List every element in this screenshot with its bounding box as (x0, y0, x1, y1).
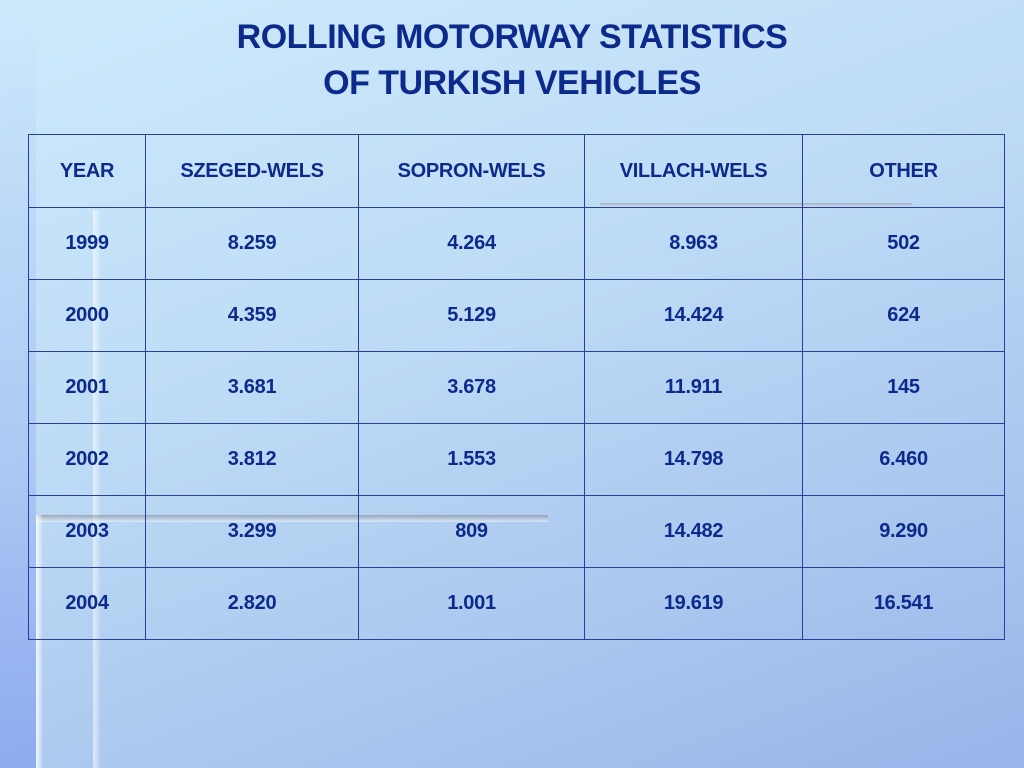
table-row: 2000 4.359 5.129 14.424 624 (28, 279, 1005, 352)
cell-szeged-wels: 2.820 (145, 567, 359, 640)
cell-sopron-wels: 3.678 (358, 351, 585, 424)
cell-sopron-wels: 4.264 (358, 207, 585, 280)
cell-szeged-wels: 8.259 (145, 207, 359, 280)
slide-title: ROLLING MOTORWAY STATISTICS OF TURKISH V… (0, 14, 1024, 106)
cell-sopron-wels: 5.129 (358, 279, 585, 352)
header-other: OTHER (802, 134, 1005, 208)
slide-title-line-2: OF TURKISH VEHICLES (323, 64, 701, 102)
cell-szeged-wels: 3.812 (145, 423, 359, 496)
cell-sopron-wels: 1.001 (358, 567, 585, 640)
header-year: YEAR (28, 134, 146, 208)
cell-villach-wels: 8.963 (584, 207, 803, 280)
cell-sopron-wels: 809 (358, 495, 585, 568)
cell-other: 16.541 (802, 567, 1005, 640)
slide-title-line-1: ROLLING MOTORWAY STATISTICS (236, 18, 788, 56)
cell-other: 145 (802, 351, 1005, 424)
table-row: 2002 3.812 1.553 14.798 6.460 (28, 423, 1005, 496)
cell-other: 6.460 (802, 423, 1005, 496)
cell-villach-wels: 19.619 (584, 567, 803, 640)
cell-villach-wels: 14.424 (584, 279, 803, 352)
cell-year: 2000 (28, 279, 146, 352)
header-szeged-wels: SZEGED-WELS (145, 134, 359, 208)
cell-year: 2002 (28, 423, 146, 496)
cell-villach-wels: 11.911 (584, 351, 803, 424)
statistics-table: YEAR SZEGED-WELS SOPRON-WELS VILLACH-WEL… (28, 134, 1005, 640)
cell-year: 2001 (28, 351, 146, 424)
cell-year: 1999 (28, 207, 146, 280)
cell-other: 502 (802, 207, 1005, 280)
cell-villach-wels: 14.798 (584, 423, 803, 496)
cell-year: 2004 (28, 567, 146, 640)
table-row: 2003 3.299 809 14.482 9.290 (28, 495, 1005, 568)
cell-szeged-wels: 4.359 (145, 279, 359, 352)
table-row: 2004 2.820 1.001 19.619 16.541 (28, 567, 1005, 640)
cell-szeged-wels: 3.681 (145, 351, 359, 424)
table-row: 1999 8.259 4.264 8.963 502 (28, 207, 1005, 280)
header-sopron-wels: SOPRON-WELS (358, 134, 585, 208)
header-villach-wels: VILLACH-WELS (584, 134, 803, 208)
cell-szeged-wels: 3.299 (145, 495, 359, 568)
cell-year: 2003 (28, 495, 146, 568)
cell-sopron-wels: 1.553 (358, 423, 585, 496)
table-header-row: YEAR SZEGED-WELS SOPRON-WELS VILLACH-WEL… (28, 134, 1005, 208)
cell-villach-wels: 14.482 (584, 495, 803, 568)
cell-other: 624 (802, 279, 1005, 352)
cell-other: 9.290 (802, 495, 1005, 568)
table-row: 2001 3.681 3.678 11.911 145 (28, 351, 1005, 424)
